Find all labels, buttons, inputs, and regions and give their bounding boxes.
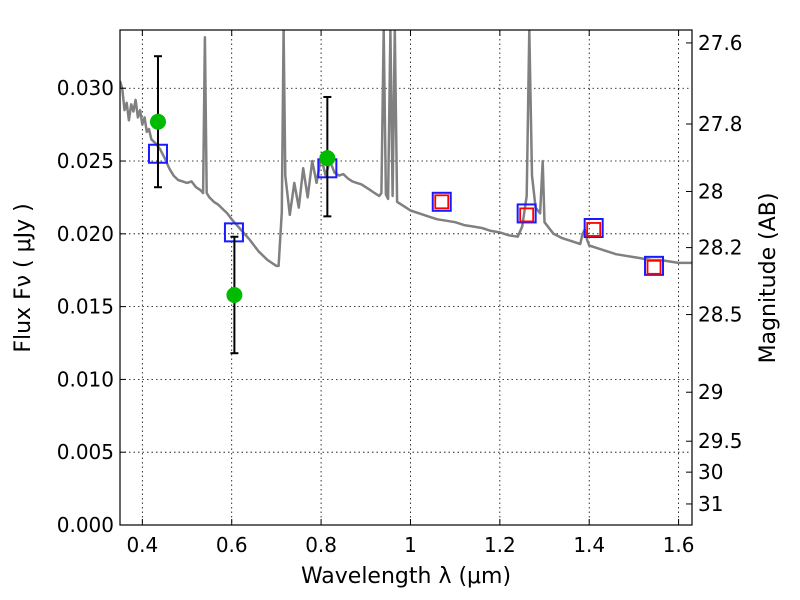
series-layer [120, 30, 692, 268]
model-flux-square [644, 255, 665, 276]
observed-flux-square [586, 222, 602, 237]
right-tick-label: 29.5 [698, 429, 743, 453]
x-axis-title: Wavelength λ (μm) [301, 564, 511, 589]
x-tick-label: 0.8 [305, 533, 337, 557]
observed-flux-point [226, 286, 243, 303]
grid-lines [120, 30, 692, 526]
y-tick-label: 0.015 [57, 295, 114, 319]
x-tick-label: 1.6 [663, 533, 695, 557]
y-tick-label: 0.010 [57, 367, 114, 391]
right-tick-label: 30 [698, 460, 723, 484]
x-tick-label: 0.6 [216, 533, 248, 557]
right-tick-label: 28 [698, 179, 723, 203]
model-flux-square [516, 203, 537, 224]
observed-flux-square [434, 194, 450, 210]
x-tick-label: 0.4 [126, 533, 158, 557]
right-axis-title: Magnitude (AB) [756, 193, 781, 364]
x-tick-label: 1 [404, 533, 417, 557]
y-tick-label: 0.025 [57, 149, 114, 173]
sed-line [120, 30, 692, 268]
observed-flux-square [646, 259, 662, 275]
y-axis-title: Flux Fν ( μJy ) [11, 203, 36, 352]
y-tick-label: 0.000 [57, 513, 114, 537]
right-tick-label: 28.5 [698, 303, 743, 327]
observed-flux-point [319, 150, 336, 167]
y-tick-label: 0.020 [57, 222, 114, 246]
x-tick-label: 1.4 [573, 533, 605, 557]
right-tick-label: 27.6 [698, 31, 743, 55]
right-tick-label: 31 [698, 492, 723, 516]
right-tick-label: 27.8 [698, 112, 743, 136]
model-flux-square [583, 218, 604, 238]
ticks: 0.4 0.6 0.8 1 1.2 1.4 1.6 0.000 0.005 0.010 0.015 0… [57, 30, 743, 557]
right-tick-label: 29 [698, 380, 723, 404]
plot-background [120, 30, 692, 525]
x-tick-label: 1.2 [484, 533, 516, 557]
y-tick-label: 0.005 [57, 440, 114, 464]
observed-flux-square [519, 207, 535, 223]
model-flux-square [431, 191, 452, 212]
y-tick-label: 0.030 [57, 76, 114, 100]
observed-flux-point [149, 113, 166, 130]
plot-frame [119, 29, 693, 526]
right-tick-label: 28.2 [698, 236, 743, 260]
markers-layer [147, 55, 665, 355]
